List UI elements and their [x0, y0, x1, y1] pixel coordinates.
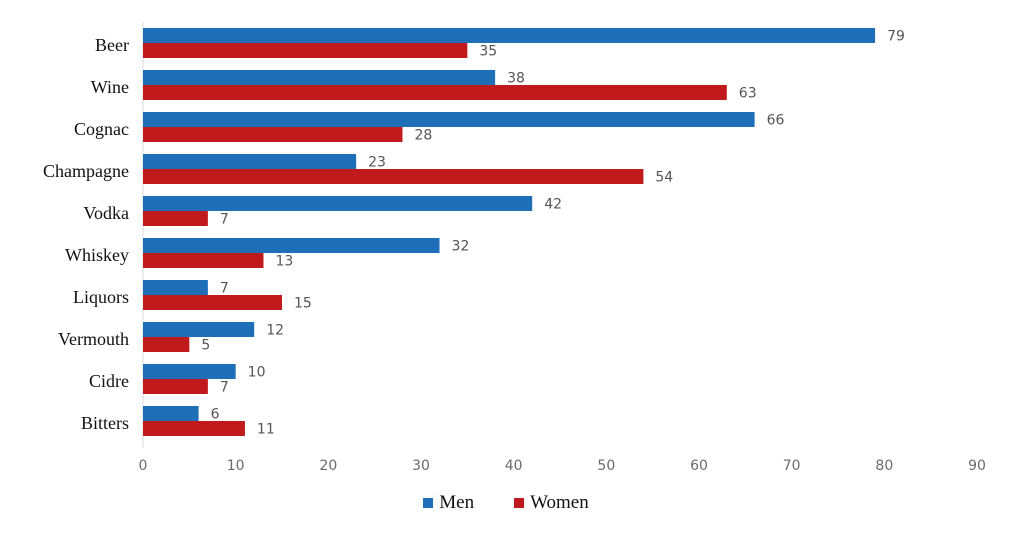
category-label: Vermouth — [58, 329, 129, 349]
category-label: Liquors — [73, 287, 129, 307]
category-label: Cognac — [74, 119, 129, 139]
data-label: 63 — [739, 86, 757, 102]
bar-women — [143, 253, 264, 268]
x-tick-label: 40 — [505, 458, 523, 474]
bar-women — [143, 337, 190, 352]
bar-men — [143, 322, 255, 337]
legend: Men Women — [0, 492, 1012, 514]
bar-women — [143, 43, 468, 58]
data-label: 35 — [479, 44, 497, 60]
x-tick-label: 80 — [875, 458, 893, 474]
bar-men — [143, 280, 208, 295]
data-label: 11 — [257, 422, 275, 438]
data-label: 10 — [248, 365, 266, 381]
category-label: Bitters — [81, 413, 129, 433]
bar-men — [143, 112, 755, 127]
data-label: 79 — [887, 29, 905, 45]
legend-swatch-women — [514, 498, 525, 508]
data-label: 23 — [368, 155, 386, 171]
category-label: Wine — [91, 77, 129, 97]
category-label: Beer — [95, 35, 129, 55]
data-label: 13 — [275, 254, 293, 270]
category-label: Whiskey — [65, 245, 129, 265]
category-label: Vodka — [83, 203, 129, 223]
bar-men — [143, 406, 199, 421]
bar-men — [143, 154, 357, 169]
bar-men — [143, 28, 876, 43]
data-label: 7 — [220, 281, 229, 297]
x-tick-label: 70 — [783, 458, 801, 474]
legend-item-men: Men — [423, 492, 474, 514]
bar-men — [143, 70, 496, 85]
data-label: 7 — [220, 212, 229, 228]
data-label: 7 — [220, 380, 229, 396]
data-label: 54 — [655, 170, 673, 186]
data-label: 6 — [211, 407, 220, 423]
x-tick-label: 0 — [139, 458, 148, 474]
category-label: Champagne — [43, 161, 129, 181]
x-tick-label: 50 — [597, 458, 615, 474]
x-tick-label: 90 — [968, 458, 986, 474]
legend-item-women: Women — [514, 492, 589, 514]
legend-swatch-men — [423, 498, 434, 508]
bar-women — [143, 211, 208, 226]
bar-women — [143, 295, 282, 310]
legend-label-men: Men — [439, 492, 475, 513]
bar-men — [143, 196, 533, 211]
bar-men — [143, 238, 440, 253]
data-label: 32 — [452, 239, 470, 255]
data-label: 28 — [414, 128, 432, 144]
category-label: Cidre — [89, 371, 129, 391]
bar-women — [143, 421, 245, 436]
bar-women — [143, 379, 208, 394]
data-label: 42 — [544, 197, 562, 213]
data-label: 5 — [201, 338, 210, 354]
x-tick-label: 60 — [690, 458, 708, 474]
data-label: 38 — [507, 71, 525, 87]
x-tick-label: 10 — [227, 458, 245, 474]
bar-women — [143, 85, 727, 100]
bar-men — [143, 364, 236, 379]
legend-label-women: Women — [530, 492, 589, 513]
data-label: 66 — [767, 113, 785, 129]
x-tick-label: 20 — [319, 458, 337, 474]
bar-women — [143, 127, 403, 142]
data-label: 15 — [294, 296, 312, 312]
data-label: 12 — [266, 323, 284, 339]
x-tick-label: 30 — [412, 458, 430, 474]
bar-women — [143, 169, 644, 184]
